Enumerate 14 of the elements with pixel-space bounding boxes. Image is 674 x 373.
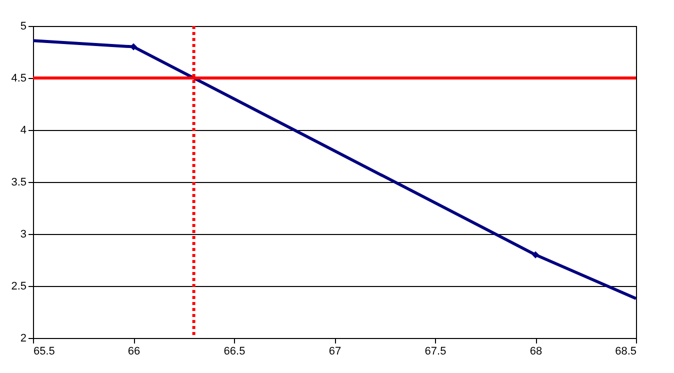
x-tick-label: 66.5 (224, 346, 246, 358)
y-tick-label: 4 (20, 124, 26, 136)
y-tick-label: 2.5 (11, 280, 26, 292)
y-tick-label: 5 (20, 20, 26, 32)
x-tick-label: 67 (328, 346, 342, 358)
x-tick-label: 67.5 (424, 346, 446, 358)
y-tick-label: 3.5 (11, 176, 26, 188)
y-tick-label: 2 (20, 332, 26, 344)
y-tick-label: 3 (20, 228, 26, 240)
y-tick-label: 4.5 (11, 72, 26, 84)
x-tick-label: 66 (128, 346, 140, 358)
x-tick-label: 68 (530, 346, 542, 358)
x-tick-label: 68.5 (615, 346, 636, 358)
x-tick-label: 65.5 (34, 346, 55, 358)
